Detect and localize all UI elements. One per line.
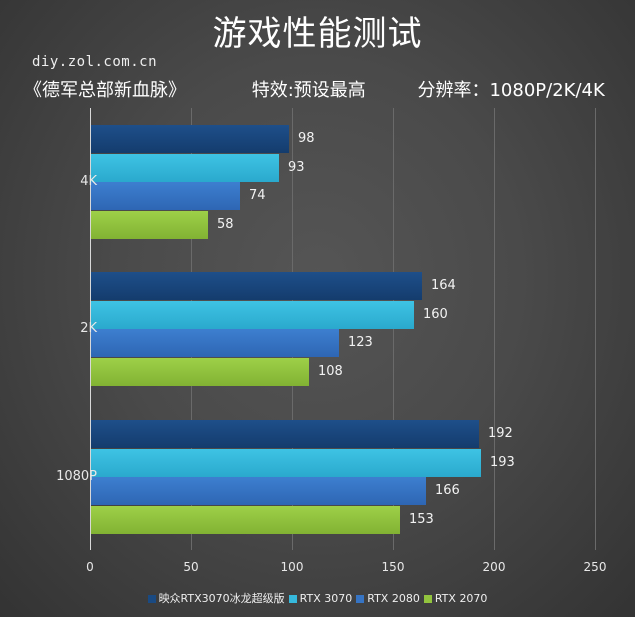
data-label: 164 <box>431 278 456 293</box>
category-label: 1080P <box>56 469 97 485</box>
legend-swatch-icon <box>356 595 365 603</box>
gridline <box>191 108 192 550</box>
chart-legend: 映众RTX3070冰龙超级版 RTX 3070 RTX 2080 RTX 2070 <box>0 590 635 606</box>
bar <box>91 182 240 211</box>
legend-label: RTX 2080 <box>367 592 420 605</box>
gridline <box>595 108 596 550</box>
data-label: 193 <box>490 454 515 470</box>
site-url: diy.zol.com.cn <box>32 54 158 70</box>
plot-area: 98 93 74 58 164 160 123 108 192 193 166 153 <box>90 108 596 550</box>
data-label: 166 <box>435 483 460 499</box>
x-tick-label: 150 <box>381 560 405 574</box>
bar <box>91 420 479 448</box>
bar <box>91 477 426 506</box>
bar <box>91 505 400 534</box>
legend-label: RTX 2070 <box>434 592 488 605</box>
game-name: 《德军总部新血脉》 <box>24 80 186 101</box>
chart-subtitle: 《德军总部新血脉》 特效:预设最高 分辨率：1080P/2K/4K <box>24 76 605 102</box>
legend-swatch-icon <box>423 595 432 603</box>
data-label: 93 <box>288 159 305 175</box>
x-tick-label: 200 <box>482 560 506 574</box>
legend-swatch-icon <box>288 595 297 603</box>
data-label: 74 <box>249 188 266 204</box>
y-axis-line <box>90 108 91 550</box>
gridline <box>292 108 293 550</box>
gridline <box>494 108 495 550</box>
data-label: 58 <box>217 216 234 232</box>
bar <box>91 448 481 477</box>
bar <box>91 272 422 300</box>
effect-setting: 特效:预设最高 <box>251 80 366 101</box>
category-label: 2K <box>80 321 97 337</box>
gridline <box>393 108 394 550</box>
legend-label: 映众RTX3070冰龙超级版 <box>158 592 285 605</box>
bar <box>91 210 208 239</box>
legend-swatch-icon <box>147 595 156 603</box>
legend-item: RTX 2070 <box>423 592 488 605</box>
data-label: 160 <box>423 306 448 322</box>
legend-label: RTX 3070 <box>299 592 353 605</box>
bar <box>91 357 309 386</box>
category-label: 4K <box>80 174 97 190</box>
data-label: 123 <box>348 335 373 351</box>
data-label: 192 <box>488 426 513 441</box>
bar <box>91 329 339 358</box>
x-tick-label: 50 <box>183 560 199 574</box>
x-tick-label: 0 <box>86 560 94 574</box>
x-tick-label: 100 <box>280 560 304 574</box>
bar <box>91 153 279 182</box>
data-label: 108 <box>318 363 343 379</box>
legend-item: RTX 3070 <box>288 592 353 605</box>
legend-item: 映众RTX3070冰龙超级版 <box>147 590 285 606</box>
resolution-setting: 分辨率：1080P/2K/4K <box>417 80 605 101</box>
bar <box>91 125 289 153</box>
legend-item: RTX 2080 <box>356 592 420 605</box>
data-label: 153 <box>409 511 434 527</box>
bar <box>91 300 414 329</box>
x-tick-label: 250 <box>583 560 607 574</box>
data-label: 98 <box>298 131 315 146</box>
chart-title: 游戏性能测试 <box>212 14 423 54</box>
